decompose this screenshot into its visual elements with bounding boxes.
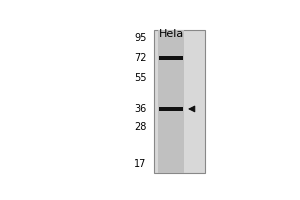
Bar (159, 56, 183, 60)
Text: 95: 95 (134, 33, 147, 43)
Bar (159, 107, 183, 111)
Text: 28: 28 (134, 122, 147, 132)
Text: 17: 17 (134, 159, 147, 169)
Text: 55: 55 (134, 73, 147, 83)
Text: 72: 72 (134, 53, 147, 63)
Text: Hela: Hela (159, 29, 184, 39)
Bar (154, 30, 205, 173)
Text: 36: 36 (134, 104, 147, 114)
Bar (158, 30, 184, 173)
